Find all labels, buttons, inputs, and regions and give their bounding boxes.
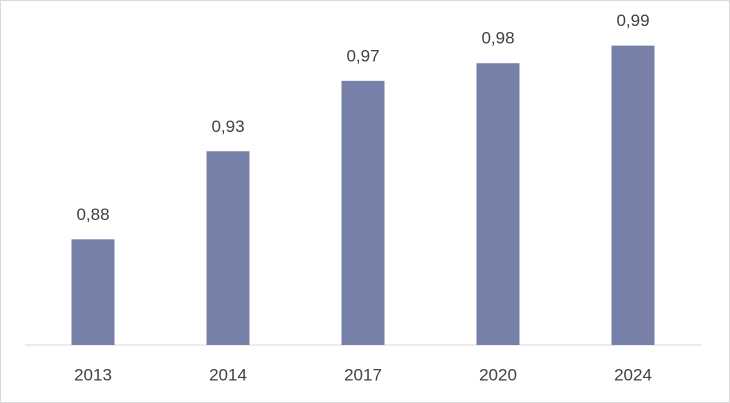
x-tick-label: 2020 (479, 365, 517, 384)
data-label: 0,88 (76, 205, 109, 224)
x-tick-label: 2013 (74, 365, 112, 384)
data-label: 0,93 (211, 117, 244, 136)
bar (476, 63, 520, 345)
x-tick-label: 2014 (209, 365, 247, 384)
data-label: 0,97 (346, 46, 379, 65)
bar (341, 80, 385, 345)
data-label: 0,98 (481, 29, 514, 48)
x-tick-label: 2024 (614, 365, 652, 384)
bar (611, 45, 655, 345)
data-label: 0,99 (616, 11, 649, 30)
bar (71, 239, 115, 345)
bar (206, 151, 250, 345)
x-tick-label: 2017 (344, 365, 382, 384)
